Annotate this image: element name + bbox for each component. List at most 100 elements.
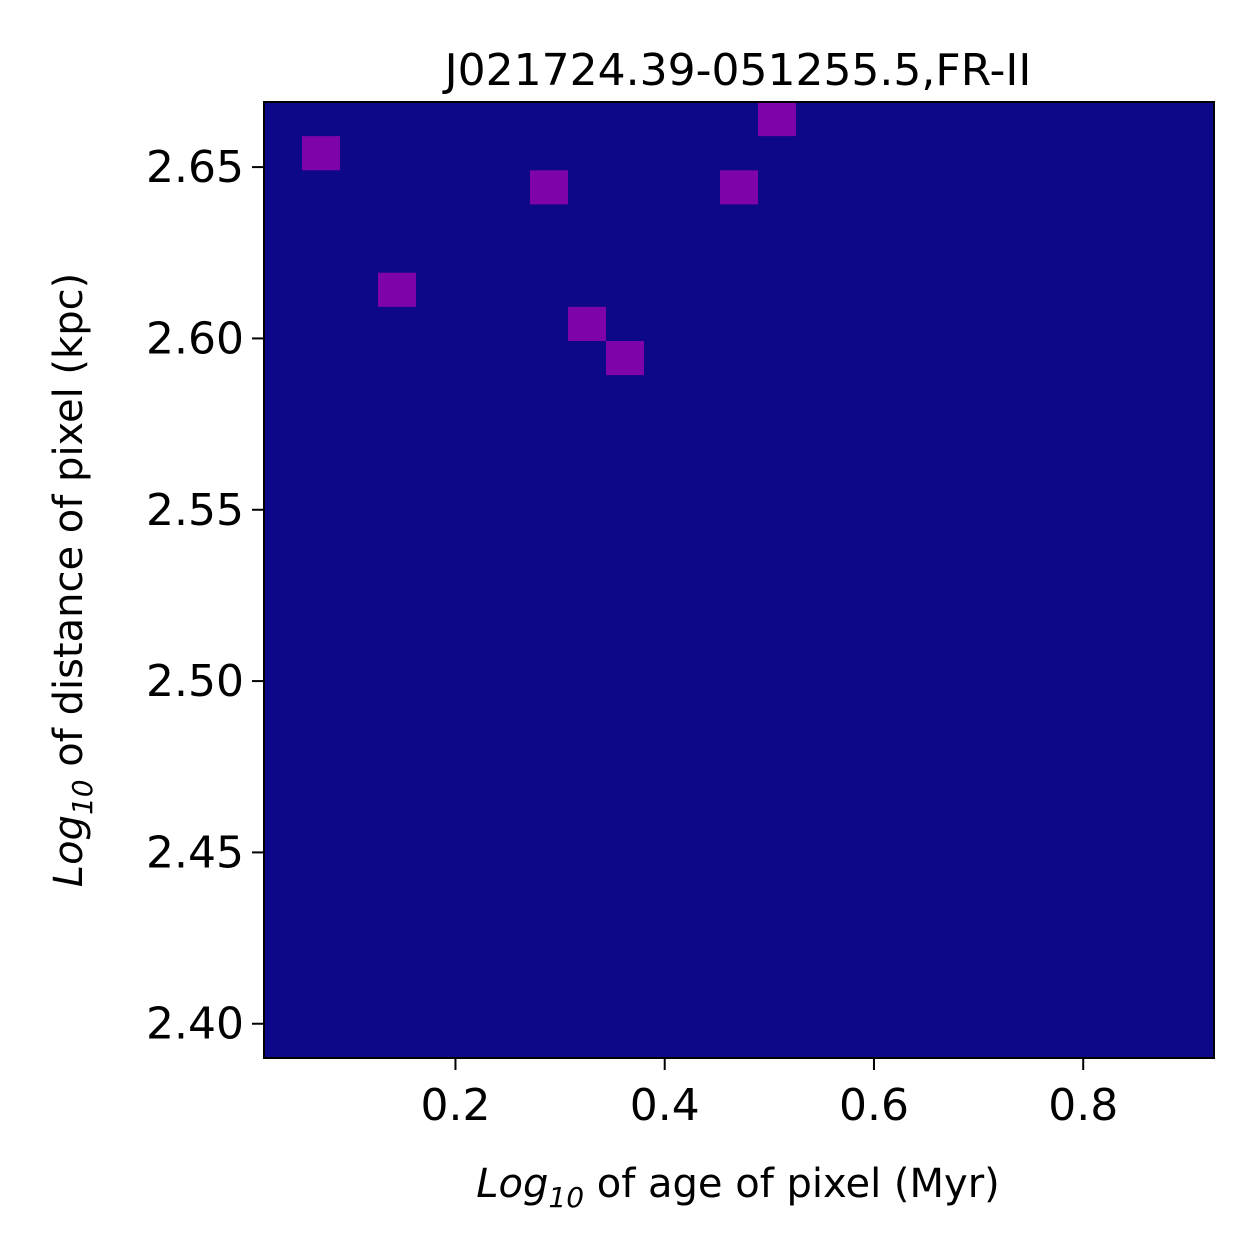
heatmap-cell (264, 921, 303, 957)
heatmap-cell (948, 511, 987, 547)
heatmap-cell (720, 375, 759, 410)
heatmap-cell (872, 750, 911, 786)
heatmap-cell (454, 648, 493, 684)
x-tick-label: 0.8 (1048, 1080, 1118, 1131)
heatmap-cell (378, 204, 417, 240)
heatmap-cell (872, 102, 911, 137)
heatmap-cell (758, 409, 797, 445)
heatmap-cell (758, 853, 797, 888)
heatmap-cell (834, 375, 873, 410)
heatmap-cell (378, 614, 417, 649)
heatmap-cell (910, 102, 949, 137)
heatmap-cell (872, 682, 911, 718)
heatmap-cell (1024, 477, 1063, 513)
heatmap-cell (378, 238, 417, 274)
heatmap-cell (796, 887, 835, 923)
heatmap-cell (378, 580, 417, 615)
heatmap-cell (910, 409, 949, 445)
heatmap-cell (606, 887, 645, 923)
heatmap-cell (1138, 1023, 1177, 1059)
heatmap-cell (340, 375, 379, 410)
heatmap-cell (454, 1023, 493, 1059)
heatmap-cell (644, 238, 683, 274)
heatmap-cell (416, 580, 455, 615)
heatmap-cell (530, 306, 569, 342)
heatmap-cell (986, 477, 1025, 513)
heatmap-cell (948, 819, 987, 854)
heatmap-cell (378, 716, 417, 752)
heatmap-cell (1062, 545, 1101, 581)
heatmap-cell (1062, 341, 1101, 376)
heatmap-cell (302, 648, 341, 684)
heatmap-cell (340, 682, 379, 718)
heatmap-cell (454, 170, 493, 206)
heatmap-cell (986, 819, 1025, 854)
heatmap-cell (416, 272, 455, 308)
heatmap-cell (340, 989, 379, 1025)
heatmap-cell (948, 784, 987, 820)
heatmap-cell (720, 784, 759, 820)
x-tick-label: 0.2 (420, 1080, 490, 1131)
heatmap-cell (568, 819, 607, 854)
heatmap-cell (378, 375, 417, 410)
heatmap-cell (1100, 853, 1139, 888)
heatmap-cell (910, 204, 949, 240)
heatmap-cell (606, 1023, 645, 1059)
heatmap-cell (416, 477, 455, 513)
heatmap-cell (1024, 204, 1063, 240)
heatmap-cell (1138, 750, 1177, 786)
heatmap-cell (910, 511, 949, 547)
heatmap-cell (1062, 102, 1101, 137)
heatmap-cell (720, 648, 759, 684)
heatmap-cell (606, 682, 645, 718)
heatmap-cell (1024, 375, 1063, 410)
heatmap-cell (758, 750, 797, 786)
heatmap-cell (264, 580, 303, 615)
heatmap-cell (454, 341, 493, 376)
heatmap-cell (302, 989, 341, 1025)
heatmap-cell (682, 375, 721, 410)
heatmap-cell (1062, 955, 1101, 991)
heatmap-cell (302, 409, 341, 445)
heatmap-cell (1062, 750, 1101, 786)
heatmap-cell (682, 136, 721, 171)
heatmap-cell (986, 921, 1025, 957)
heatmap-cell (1062, 409, 1101, 445)
heatmap-cell (948, 306, 987, 342)
heatmap-cell (986, 853, 1025, 888)
heatmap-cell (948, 204, 987, 240)
heatmap-cell (1062, 853, 1101, 888)
heatmap-cell (264, 955, 303, 991)
heatmap-cell (492, 1023, 531, 1059)
heatmap-cell (834, 238, 873, 274)
heatmap-cell (1024, 306, 1063, 342)
heatmap-cell (568, 614, 607, 649)
heatmap-cell (720, 989, 759, 1025)
heatmap-cell (796, 750, 835, 786)
heatmap-cell (492, 955, 531, 991)
heatmap-cell (492, 102, 531, 137)
heatmap-cell (1138, 238, 1177, 274)
heatmap-cell (986, 1023, 1025, 1059)
heatmap-cell (568, 682, 607, 718)
heatmap-cell (644, 511, 683, 547)
heatmap-cell (834, 614, 873, 649)
heatmap-cell (720, 272, 759, 308)
heatmap-cell (454, 238, 493, 274)
heatmap-cell (568, 648, 607, 684)
heatmap-cell (1176, 341, 1215, 376)
heatmap-cell (416, 306, 455, 342)
heatmap-cell (416, 887, 455, 923)
heatmap-cell (454, 750, 493, 786)
heatmap-cell (872, 136, 911, 171)
heatmap-cell (682, 511, 721, 547)
heatmap-cell (1024, 238, 1063, 274)
heatmap-cell (1138, 409, 1177, 445)
heatmap-cell (948, 102, 987, 137)
heatmap-cell (492, 750, 531, 786)
heatmap-cell (1062, 204, 1101, 240)
heatmap-cell (682, 750, 721, 786)
heatmap-cell (378, 443, 417, 479)
heatmap-cell (340, 341, 379, 376)
heatmap-cell (872, 272, 911, 308)
